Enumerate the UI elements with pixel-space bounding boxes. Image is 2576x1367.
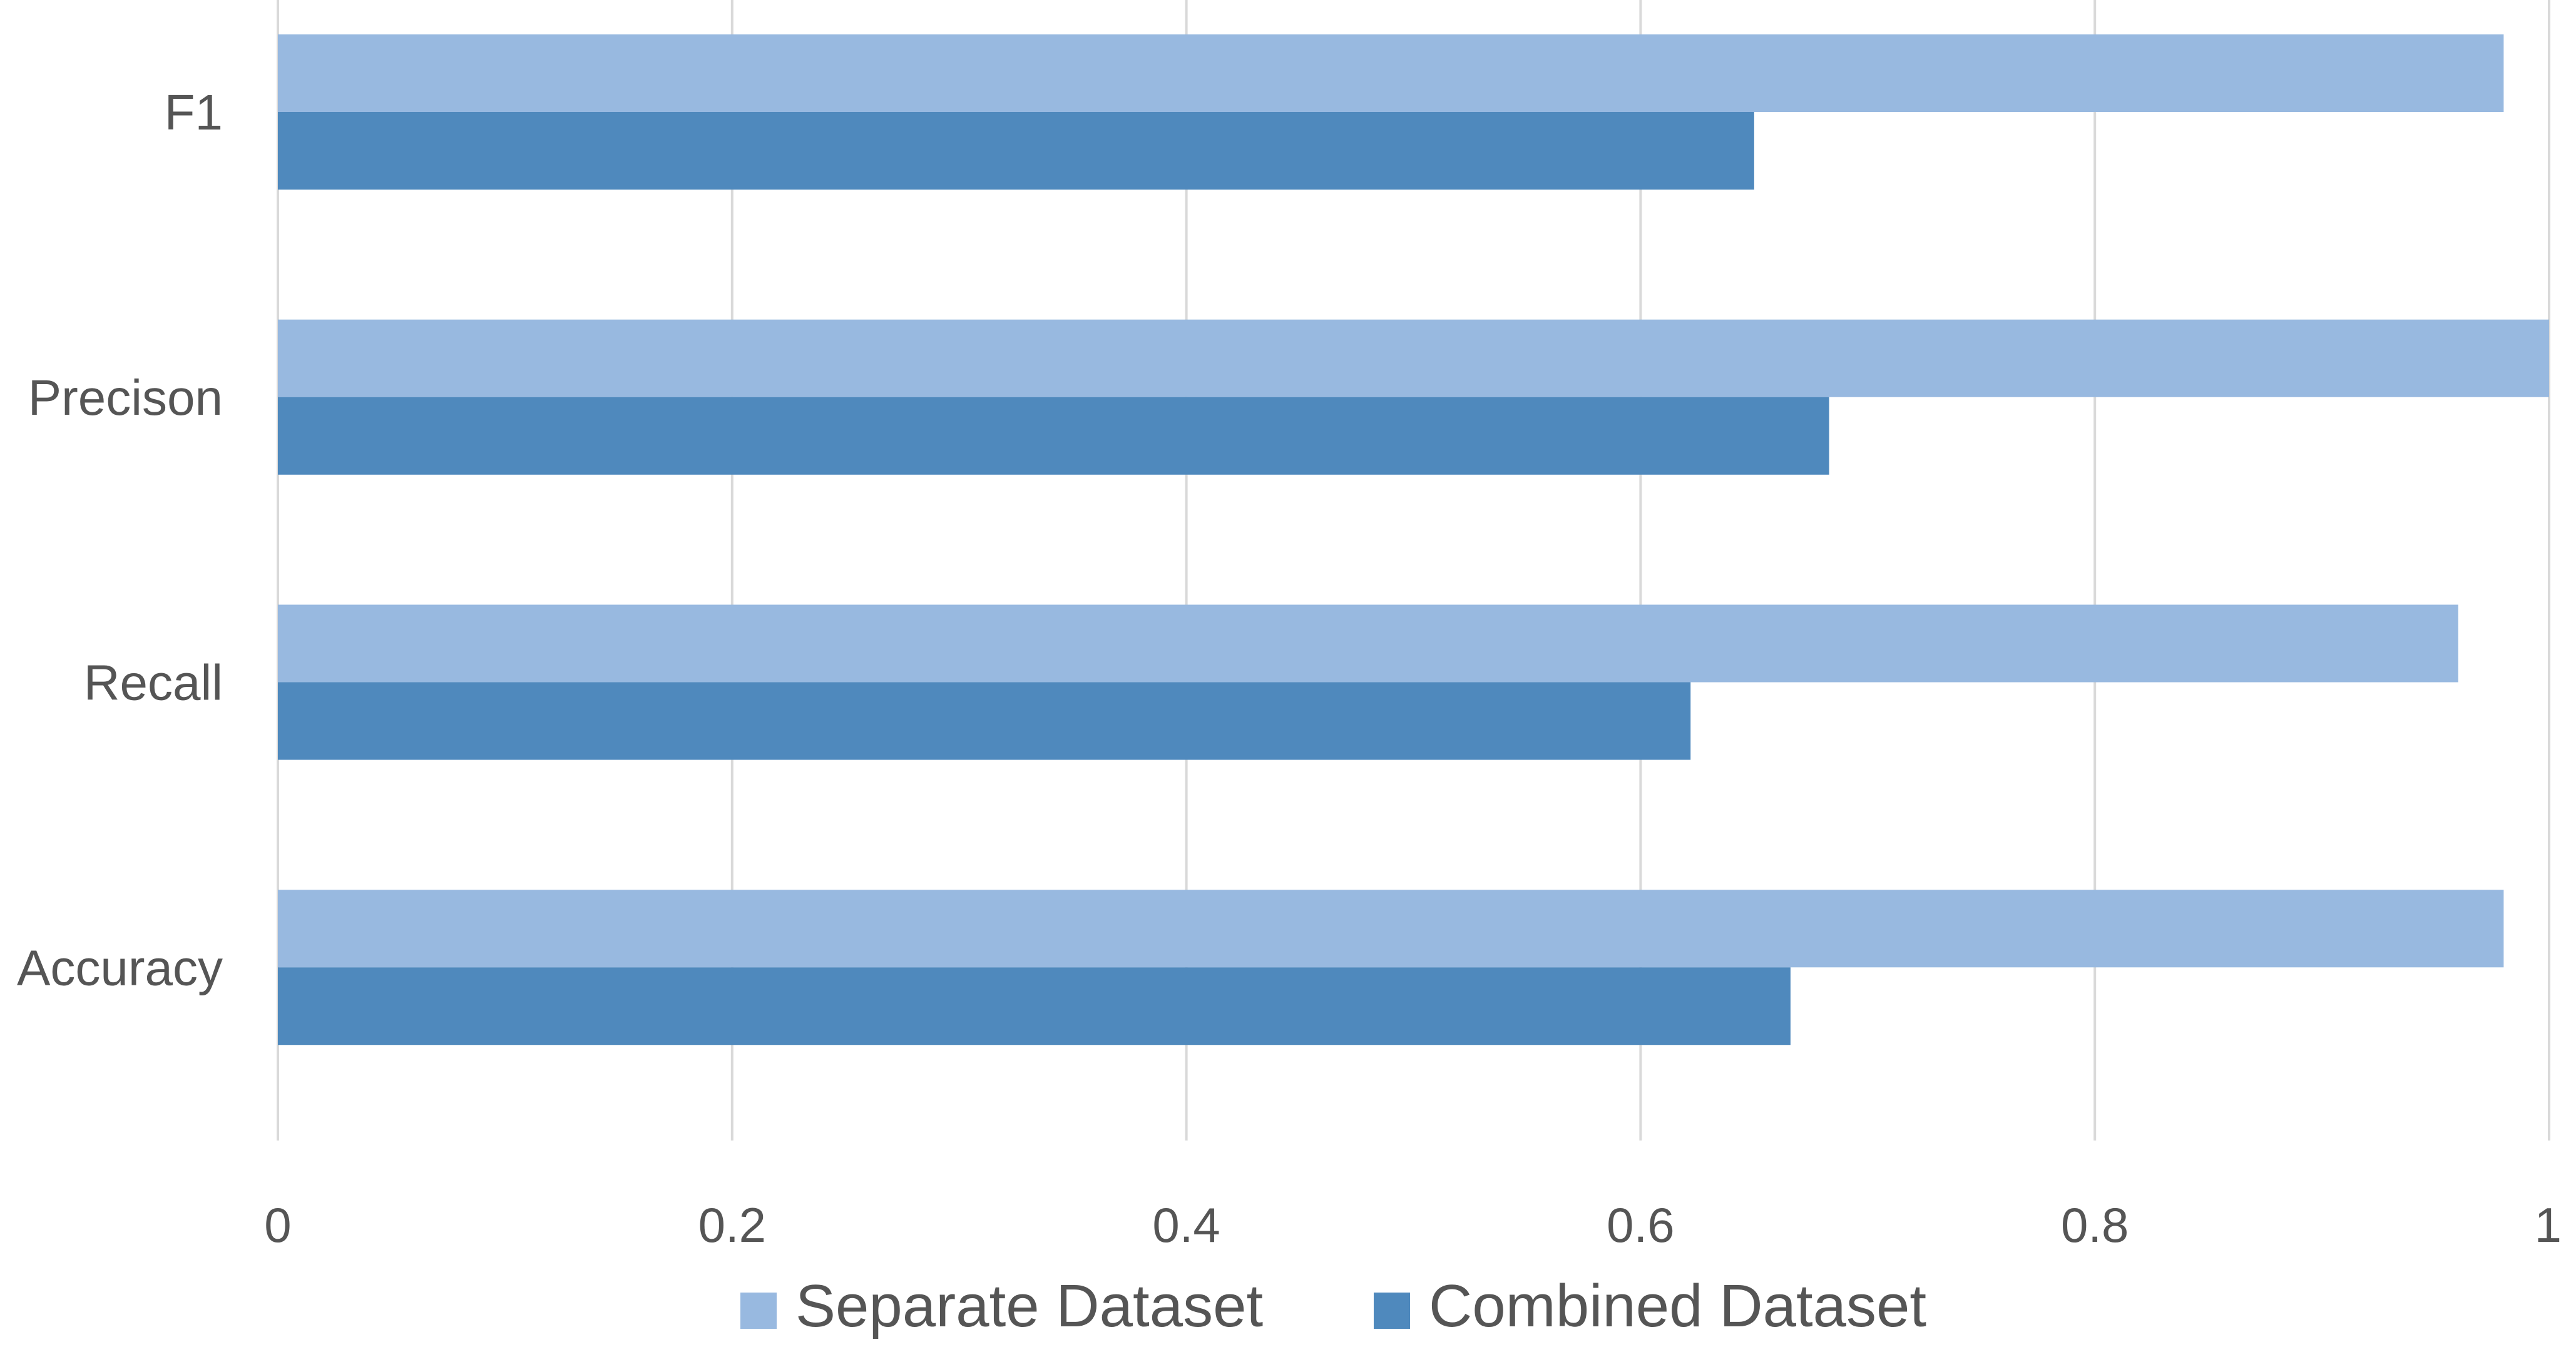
legend[interactable]: Separate Dataset Combined Dataset bbox=[740, 1273, 1926, 1339]
bar-f1-separate-dataset[interactable] bbox=[278, 34, 2503, 112]
x-tick-label-0: 0 bbox=[264, 1197, 291, 1253]
bar-layer bbox=[278, 34, 2549, 1045]
bar-f1-combined-dataset[interactable] bbox=[278, 112, 1754, 190]
x-tick-label-0-8: 0.8 bbox=[2061, 1197, 2129, 1253]
legend-swatch-separate-dataset[interactable] bbox=[740, 1293, 777, 1329]
bar-accuracy-separate-dataset[interactable] bbox=[278, 890, 2503, 967]
bar-precison-separate-dataset[interactable] bbox=[278, 320, 2549, 397]
legend-label-combined-dataset: Combined Dataset bbox=[1429, 1273, 1926, 1339]
x-tick-label-0-2: 0.2 bbox=[698, 1197, 766, 1253]
x-tick-label-1: 1 bbox=[2535, 1197, 2562, 1253]
x-tick-label-0-4: 0.4 bbox=[1152, 1197, 1220, 1253]
category-label-f1: F1 bbox=[165, 84, 223, 140]
bar-precison-combined-dataset[interactable] bbox=[278, 397, 1829, 475]
category-label-recall: Recall bbox=[84, 655, 223, 711]
x-tick-label-0-6: 0.6 bbox=[1607, 1197, 1674, 1253]
bar-recall-separate-dataset[interactable] bbox=[278, 605, 2458, 683]
x-tick-labels: 0 0.2 0.4 0.6 0.8 1 bbox=[264, 1197, 2562, 1253]
category-labels: F1 Precison Recall Accuracy bbox=[17, 84, 223, 995]
category-label-precison: Precison bbox=[28, 370, 223, 425]
legend-label-separate-dataset: Separate Dataset bbox=[795, 1273, 1263, 1339]
legend-swatch-combined-dataset[interactable] bbox=[1374, 1293, 1410, 1329]
category-label-accuracy: Accuracy bbox=[17, 940, 223, 995]
bar-accuracy-combined-dataset[interactable] bbox=[278, 967, 1791, 1045]
bar-recall-combined-dataset[interactable] bbox=[278, 683, 1690, 760]
